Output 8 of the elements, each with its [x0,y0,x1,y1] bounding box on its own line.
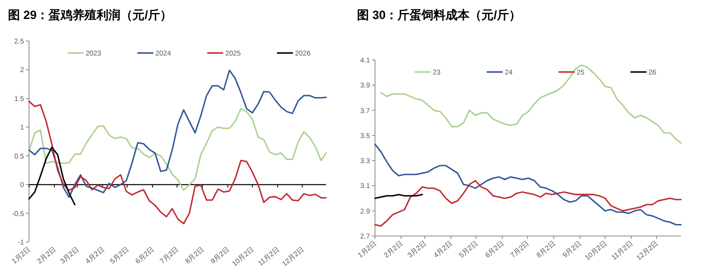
line-series [28,108,327,192]
line-series [380,64,682,144]
line-series [28,100,327,224]
line-series [374,180,682,227]
chart-title: 图 30：斤蛋饲料成本（元/斤） [357,8,522,22]
line-series [374,144,682,226]
line-series [28,70,327,198]
chart-title: 图 29：蛋鸡养殖利润（元/斤） [8,8,172,22]
